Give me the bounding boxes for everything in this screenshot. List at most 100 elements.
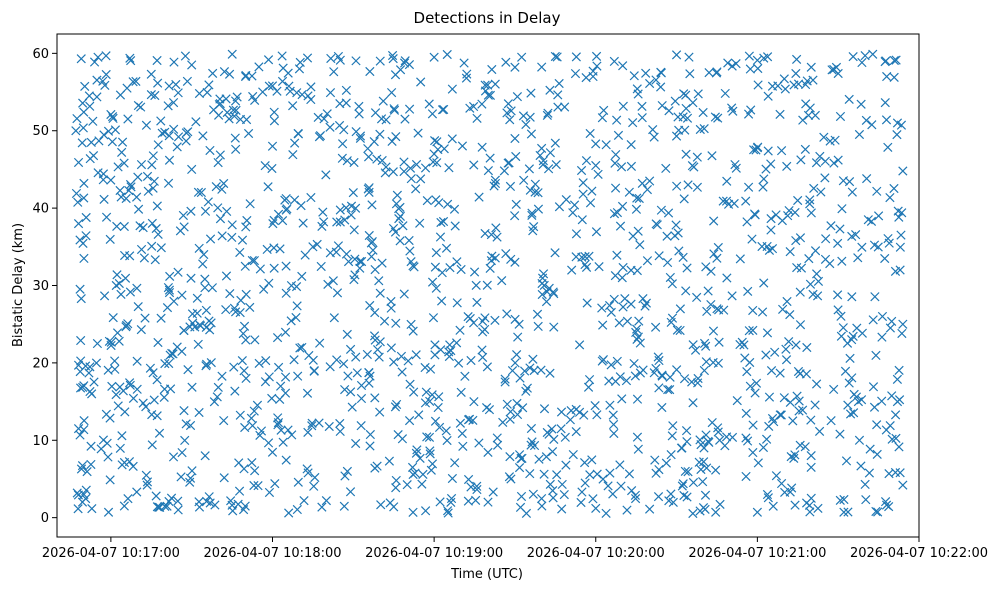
data-point-marker (510, 358, 520, 368)
data-point-marker (169, 57, 179, 67)
data-point-marker (335, 205, 345, 215)
data-point-marker (500, 374, 510, 384)
data-point-marker (836, 331, 847, 341)
data-point-marker (335, 418, 345, 429)
data-point-marker (681, 286, 691, 296)
data-point-marker (571, 52, 581, 62)
data-point-marker (701, 463, 712, 473)
data-point-marker (688, 508, 698, 519)
data-point-marker (106, 175, 116, 185)
data-point-marker (442, 506, 453, 516)
data-point-marker (364, 230, 374, 241)
chart-title: Detections in Delay (414, 9, 561, 27)
data-point-marker (806, 415, 816, 425)
data-point-marker (766, 214, 776, 224)
data-point-marker (894, 365, 904, 376)
data-point-marker (835, 111, 846, 122)
data-point-marker (249, 255, 260, 266)
data-point-marker (512, 350, 522, 360)
data-point-marker (156, 116, 166, 126)
data-point-marker (355, 133, 366, 143)
data-point-marker (415, 174, 426, 184)
data-point-marker (753, 458, 763, 468)
data-point-marker (162, 501, 172, 511)
data-point-marker (428, 157, 438, 167)
data-point-marker (219, 178, 229, 189)
data-point-marker (436, 296, 447, 306)
data-point-marker (300, 250, 310, 260)
data-point-marker (172, 142, 182, 152)
data-point-marker (810, 400, 820, 410)
data-point-marker (579, 458, 590, 468)
data-point-marker (657, 100, 667, 111)
data-point-marker (408, 507, 418, 517)
data-point-marker (745, 64, 755, 74)
data-point-marker (92, 92, 102, 102)
data-point-marker (150, 90, 160, 101)
data-point-marker (836, 311, 846, 321)
data-point-marker (406, 174, 416, 184)
data-point-marker (264, 278, 274, 288)
data-point-marker (526, 129, 537, 139)
data-point-marker (587, 186, 597, 196)
data-point-marker (744, 51, 754, 61)
data-point-marker (302, 464, 312, 474)
data-point-marker (319, 114, 329, 124)
data-point-marker (263, 182, 273, 192)
data-point-marker (456, 264, 466, 275)
data-point-marker (295, 343, 305, 353)
data-point-marker (77, 461, 88, 471)
data-point-marker (838, 176, 848, 186)
data-point-marker (860, 479, 870, 490)
data-point-marker (288, 101, 298, 111)
data-point-marker (306, 82, 316, 92)
data-point-marker (206, 357, 216, 368)
data-point-marker (742, 366, 752, 377)
data-point-marker (351, 56, 361, 66)
data-point-marker (240, 422, 250, 433)
data-point-marker (579, 410, 589, 420)
data-point-marker (683, 467, 693, 477)
data-point-marker (499, 166, 509, 176)
data-point-marker (372, 154, 382, 164)
data-point-marker (703, 286, 713, 296)
data-point-marker (504, 472, 515, 482)
data-point-marker (191, 117, 201, 127)
data-point-marker (618, 262, 628, 273)
data-point-marker (215, 214, 226, 224)
data-point-marker (633, 89, 643, 99)
data-point-marker (507, 366, 518, 376)
data-point-marker (505, 414, 515, 424)
data-point-marker (399, 58, 410, 68)
data-point-marker (861, 495, 871, 505)
data-point-marker (201, 361, 211, 371)
data-point-marker (405, 379, 415, 389)
data-point-marker (340, 215, 350, 225)
data-point-marker (356, 256, 367, 267)
data-point-marker (335, 426, 345, 437)
data-point-marker (114, 278, 124, 289)
data-point-marker (377, 155, 387, 166)
data-point-marker (192, 293, 202, 303)
data-point-marker (267, 141, 278, 151)
data-point-marker (466, 355, 476, 366)
data-point-marker (430, 350, 440, 360)
data-point-marker (119, 158, 129, 168)
data-point-marker (136, 324, 146, 335)
data-point-marker (281, 455, 291, 465)
data-point-marker (363, 143, 373, 154)
data-point-marker (843, 400, 853, 410)
data-point-marker (872, 420, 882, 430)
data-point-marker (684, 52, 694, 62)
data-point-marker (227, 49, 237, 59)
data-point-marker (446, 497, 456, 507)
data-point-marker (250, 95, 260, 106)
data-point-marker (732, 395, 742, 406)
data-point-marker (79, 415, 89, 426)
data-point-marker (860, 51, 870, 61)
data-point-marker (240, 501, 250, 511)
data-point-marker (512, 409, 523, 420)
data-point-marker (776, 146, 787, 156)
data-point-marker (375, 129, 385, 139)
data-point-marker (835, 495, 845, 505)
